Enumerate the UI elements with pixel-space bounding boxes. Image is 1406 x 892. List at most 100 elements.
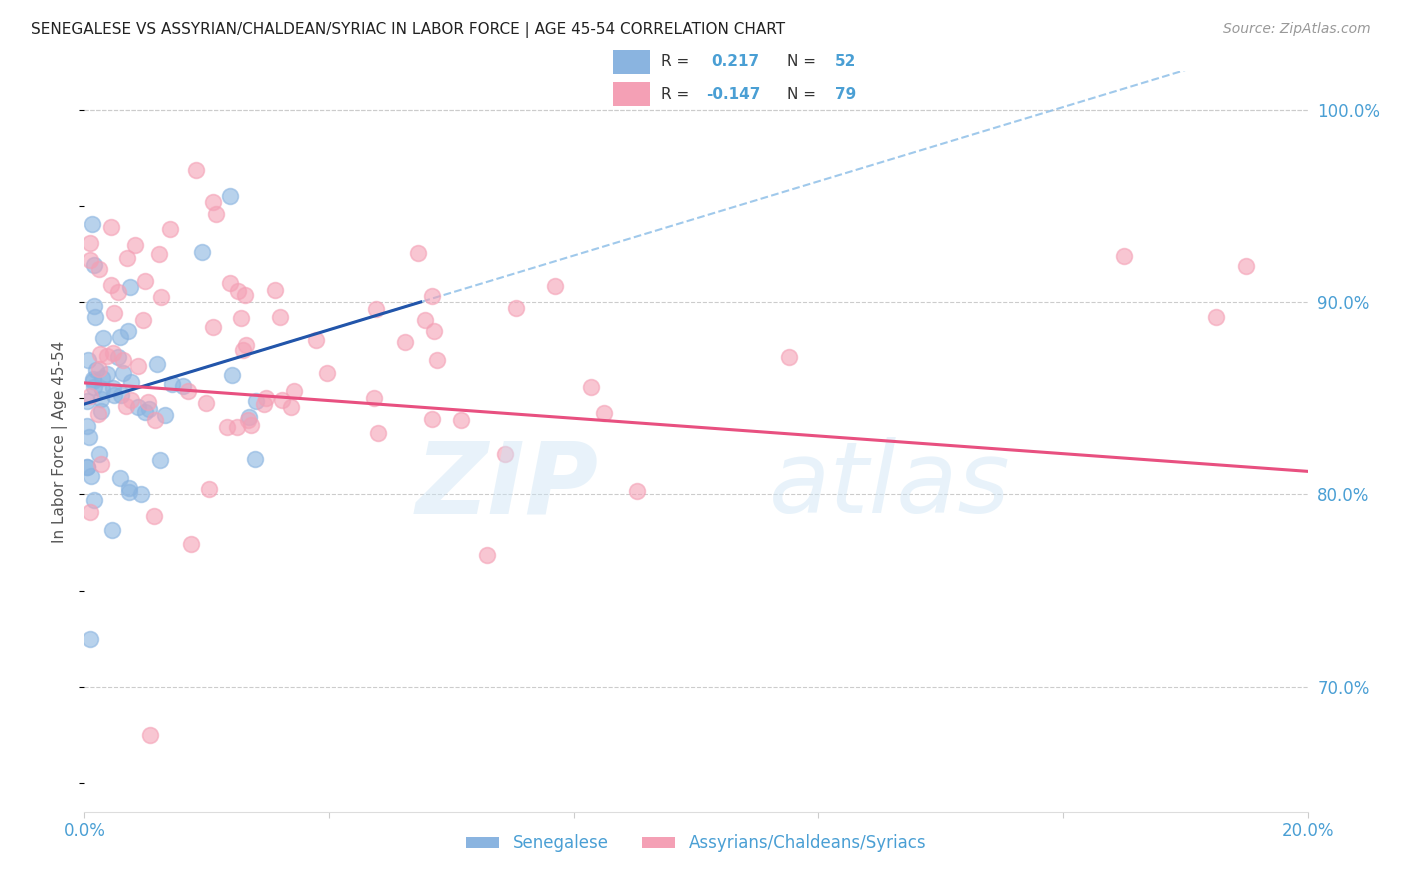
Point xyxy=(305,334,328,348)
Point xyxy=(100,220,122,235)
Point xyxy=(84,363,107,377)
Text: N =: N = xyxy=(787,87,821,102)
Point xyxy=(263,283,285,297)
Point xyxy=(87,407,110,421)
Point xyxy=(406,245,429,260)
Point xyxy=(90,392,112,406)
Text: SENEGALESE VS ASSYRIAN/CHALDEAN/SYRIAC IN LABOR FORCE | AGE 45-54 CORRELATION CH: SENEGALESE VS ASSYRIAN/CHALDEAN/SYRIAC I… xyxy=(31,22,785,38)
Y-axis label: In Labor Force | Age 45-54: In Labor Force | Age 45-54 xyxy=(52,341,69,542)
Point xyxy=(367,426,389,441)
Point xyxy=(219,276,242,290)
Point xyxy=(101,523,124,537)
Point xyxy=(110,471,132,485)
Point xyxy=(143,412,166,426)
Point xyxy=(363,391,385,405)
Point xyxy=(269,310,291,324)
Point xyxy=(112,366,135,380)
Point xyxy=(159,222,181,236)
Point xyxy=(233,287,256,301)
Point xyxy=(118,481,141,495)
Point xyxy=(90,457,112,471)
Point xyxy=(205,207,228,221)
Point xyxy=(315,366,337,380)
Point xyxy=(245,451,267,466)
Text: R =: R = xyxy=(661,54,695,70)
Point xyxy=(117,324,139,338)
Point xyxy=(149,290,172,304)
Point xyxy=(112,353,135,368)
Point xyxy=(426,353,449,368)
Point xyxy=(239,418,262,433)
Point xyxy=(101,346,124,360)
Point xyxy=(76,419,98,434)
Point xyxy=(90,403,112,417)
Point xyxy=(271,393,294,408)
Point xyxy=(82,374,104,388)
Point xyxy=(215,420,238,434)
Point xyxy=(231,310,253,325)
Point xyxy=(238,409,260,424)
Point xyxy=(91,383,114,397)
Point xyxy=(143,509,166,524)
Point xyxy=(127,401,149,415)
Point xyxy=(87,446,110,460)
Point xyxy=(778,350,800,364)
Point xyxy=(195,396,218,410)
Text: Source: ZipAtlas.com: Source: ZipAtlas.com xyxy=(1223,22,1371,37)
Point xyxy=(177,384,200,398)
Point xyxy=(544,278,567,293)
Point xyxy=(226,285,249,299)
Text: 52: 52 xyxy=(835,54,856,70)
Point xyxy=(107,351,129,365)
Point xyxy=(232,343,254,357)
Point xyxy=(79,505,101,519)
Point xyxy=(1114,249,1136,263)
Point xyxy=(238,413,260,427)
Point xyxy=(114,399,136,413)
Point xyxy=(136,395,159,409)
Point xyxy=(91,331,114,345)
Point xyxy=(283,384,305,398)
Point xyxy=(256,391,278,405)
Point xyxy=(96,367,118,381)
Point xyxy=(129,487,152,501)
Point xyxy=(100,278,122,293)
Point xyxy=(134,405,156,419)
Point xyxy=(76,394,98,409)
Point xyxy=(172,378,194,392)
Point xyxy=(108,330,131,344)
Point xyxy=(477,548,499,562)
Text: ZIP: ZIP xyxy=(415,437,598,534)
Point xyxy=(148,247,170,261)
Point xyxy=(80,218,103,232)
Point xyxy=(138,401,160,416)
Point xyxy=(201,195,224,210)
Text: 0.217: 0.217 xyxy=(711,54,759,70)
Point xyxy=(221,368,243,383)
Point xyxy=(423,324,446,338)
Point xyxy=(89,261,111,276)
Point xyxy=(225,420,247,434)
Point xyxy=(626,484,648,499)
Point xyxy=(218,189,240,203)
Point xyxy=(420,289,443,303)
Point xyxy=(364,301,387,316)
Point xyxy=(155,409,177,423)
Point xyxy=(235,338,257,352)
Point xyxy=(184,163,207,178)
Point xyxy=(131,313,153,327)
Text: N =: N = xyxy=(787,54,821,70)
Point xyxy=(197,483,219,497)
Point xyxy=(253,396,276,410)
Point xyxy=(103,306,125,320)
Point xyxy=(593,406,616,420)
Point xyxy=(79,389,101,403)
Point xyxy=(160,377,183,392)
Text: R =: R = xyxy=(661,87,695,102)
Point xyxy=(394,334,416,349)
Point xyxy=(80,469,103,483)
Point xyxy=(79,235,101,250)
Point xyxy=(149,453,172,467)
Point xyxy=(79,632,101,646)
Point xyxy=(118,484,141,499)
